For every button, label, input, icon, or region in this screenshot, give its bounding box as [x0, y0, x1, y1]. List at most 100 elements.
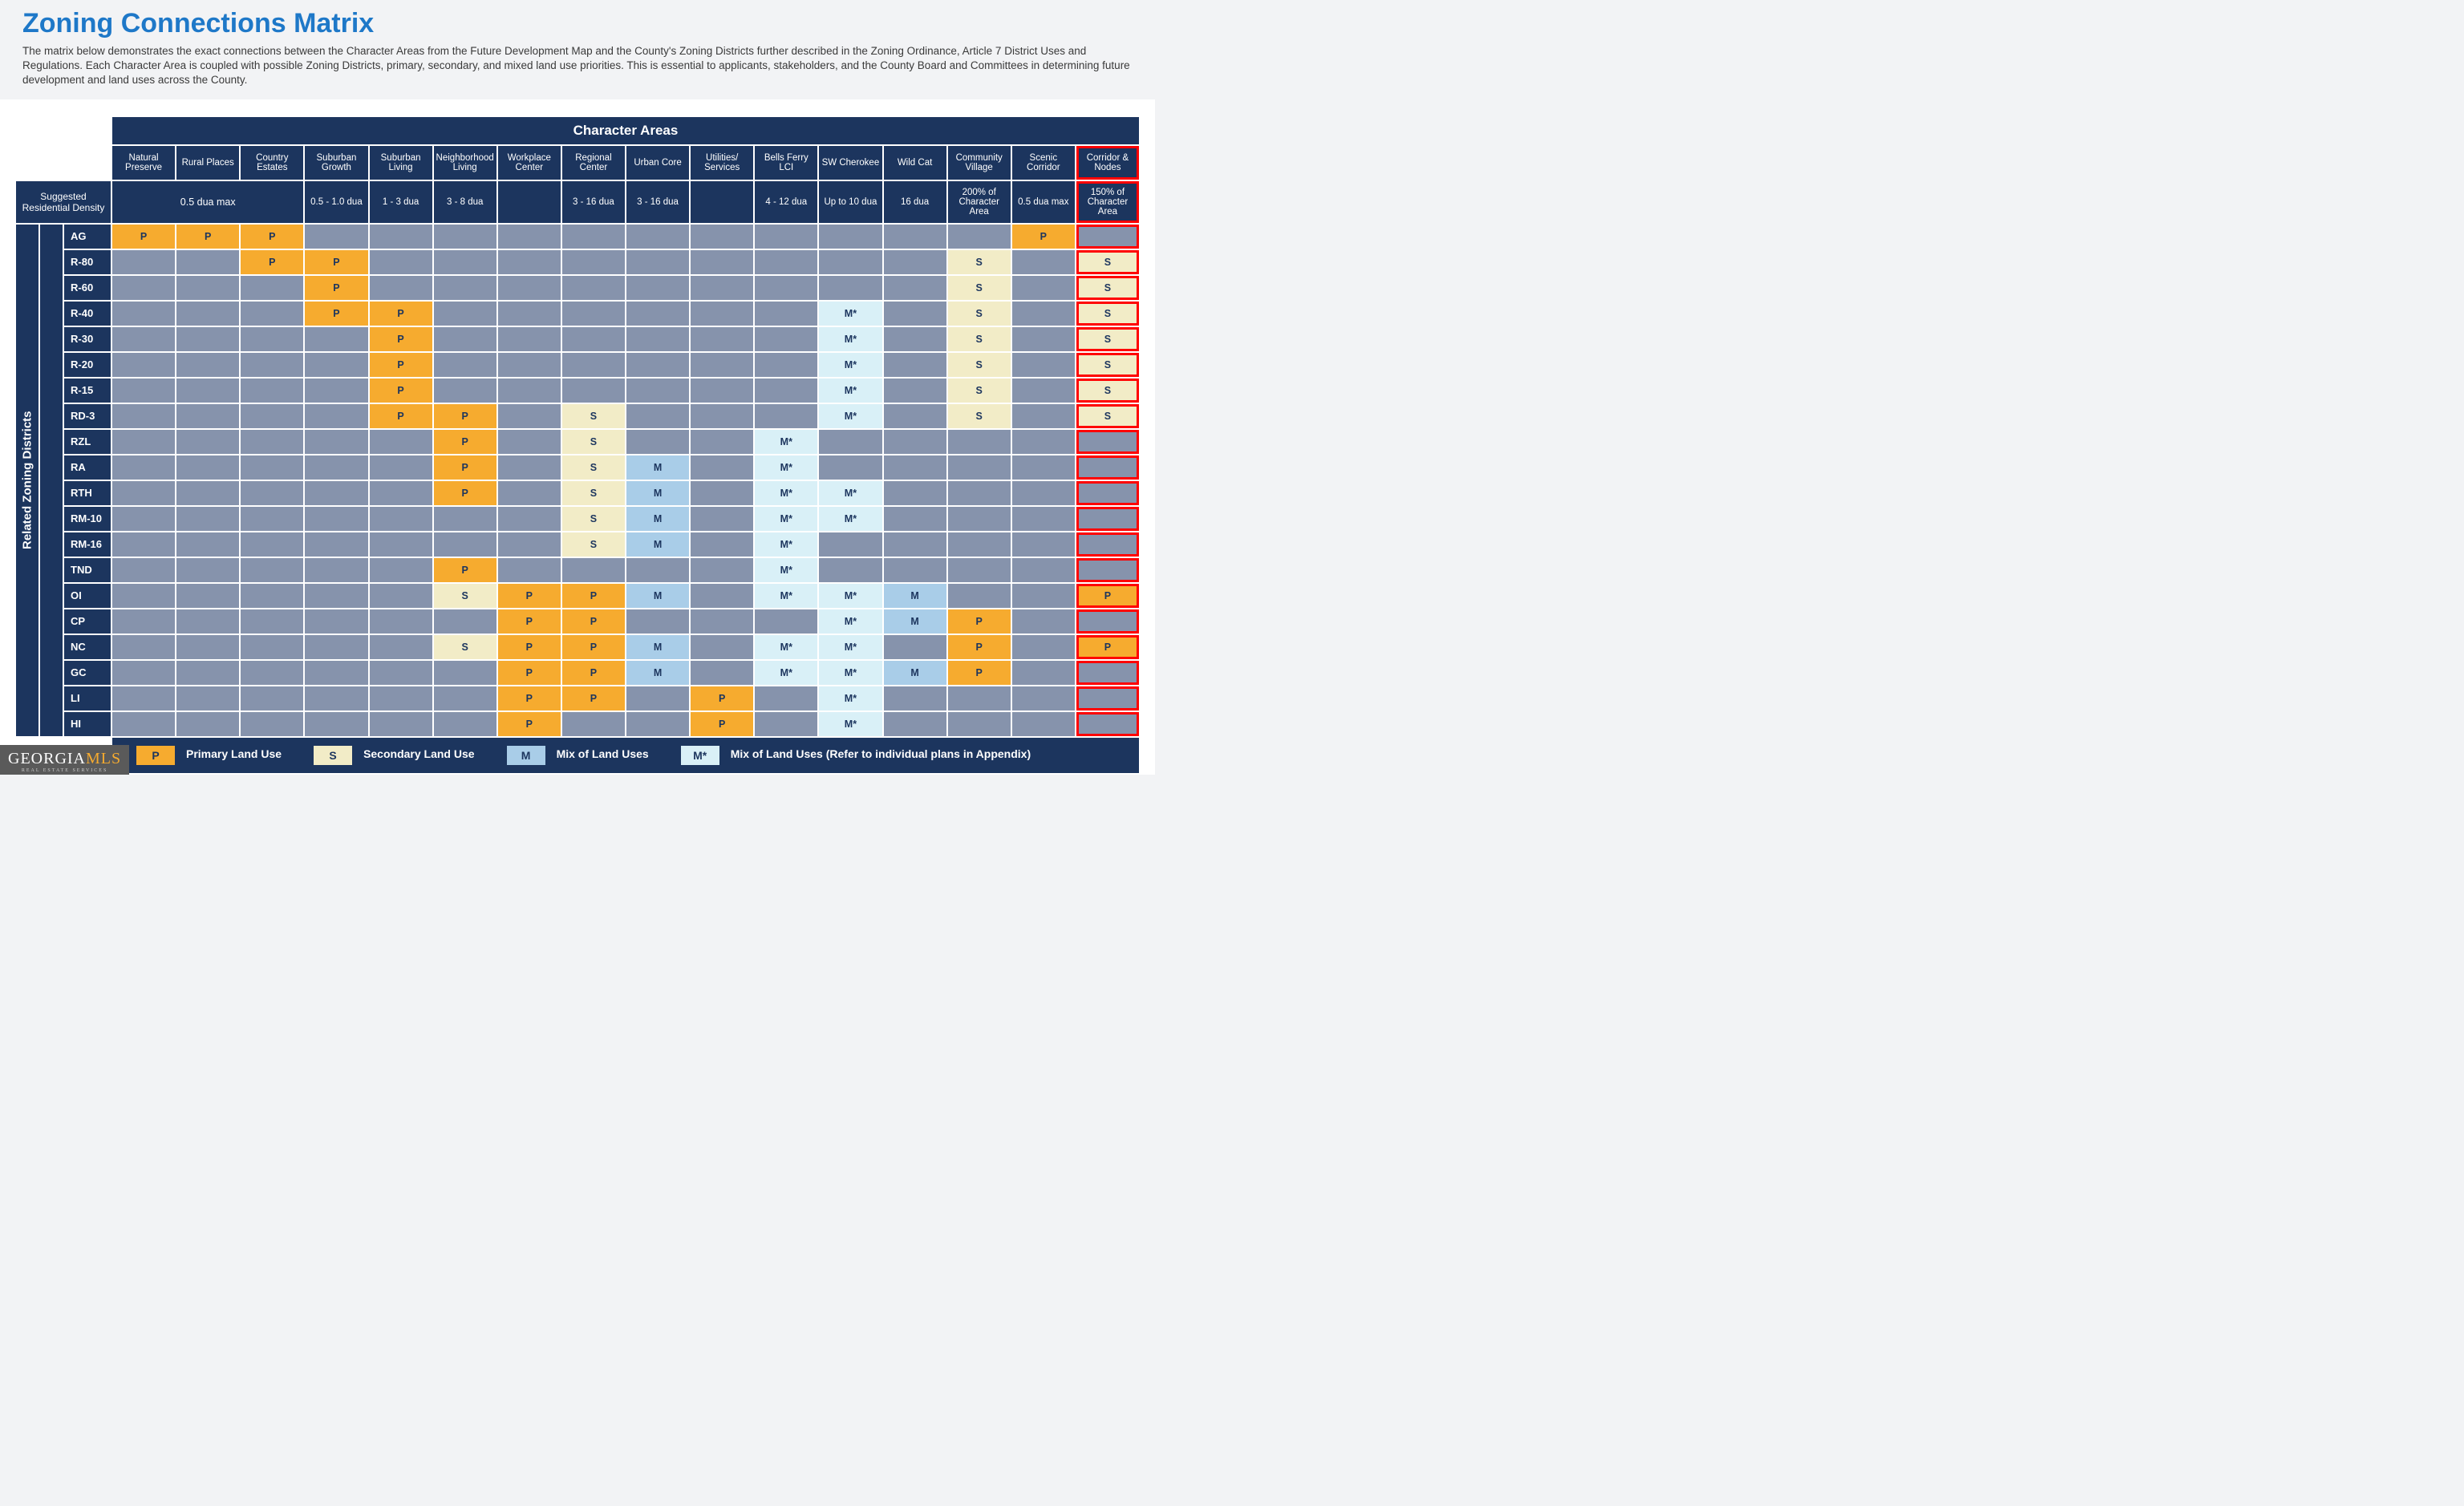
matrix-cell	[1076, 558, 1139, 582]
matrix-cell	[626, 379, 689, 403]
matrix-cell	[241, 276, 303, 300]
matrix-cell	[691, 225, 753, 249]
matrix-cell: M*	[819, 584, 881, 608]
matrix-cell	[241, 379, 303, 403]
zoning-district-label: RD-3	[64, 404, 111, 428]
matrix-cell	[241, 327, 303, 351]
matrix-cell	[498, 455, 561, 480]
matrix-cell	[626, 225, 689, 249]
matrix-cell: P	[498, 635, 561, 659]
legend-key: M	[507, 746, 545, 765]
matrix-cell	[241, 507, 303, 531]
matrix-cell	[884, 558, 946, 582]
zoning-district-label: R-60	[64, 276, 111, 300]
matrix-cell	[562, 250, 625, 274]
matrix-cell	[112, 455, 175, 480]
matrix-cell: S	[948, 250, 1011, 274]
matrix-cell	[370, 481, 432, 505]
density-value: 1 - 3 dua	[370, 181, 432, 223]
matrix-cell: S	[1076, 404, 1139, 428]
matrix-cell: S	[948, 379, 1011, 403]
matrix-cell: P	[370, 302, 432, 326]
matrix-cell	[498, 225, 561, 249]
matrix-cell	[1076, 609, 1139, 634]
zoning-district-label: GC	[64, 661, 111, 685]
matrix-cell	[112, 686, 175, 710]
matrix-cell	[112, 712, 175, 736]
matrix-cell: P	[498, 712, 561, 736]
matrix-cell: M*	[819, 302, 881, 326]
matrix-cell	[370, 584, 432, 608]
column-header: Regional Center	[562, 146, 625, 180]
matrix-cell	[626, 430, 689, 454]
matrix-cell: P	[1076, 635, 1139, 659]
matrix-cell: P	[562, 686, 625, 710]
matrix-cell	[691, 276, 753, 300]
matrix-cell	[1012, 430, 1075, 454]
matrix-cell	[370, 225, 432, 249]
matrix-cell	[1012, 302, 1075, 326]
matrix-cell: P	[370, 379, 432, 403]
matrix-cell: M*	[755, 455, 817, 480]
matrix-cell	[691, 327, 753, 351]
matrix-cell	[305, 353, 367, 377]
zoning-district-label: R-20	[64, 353, 111, 377]
matrix-cell	[112, 584, 175, 608]
matrix-cell	[1012, 635, 1075, 659]
matrix-cell	[112, 558, 175, 582]
matrix-cell	[884, 686, 946, 710]
matrix-cell: P	[241, 225, 303, 249]
matrix-cell	[1012, 327, 1075, 351]
matrix-cell	[948, 455, 1011, 480]
matrix-cell	[1012, 609, 1075, 634]
matrix-cell	[884, 404, 946, 428]
matrix-cell	[691, 507, 753, 531]
legend-label: Secondary Land Use	[363, 747, 475, 760]
matrix-cell	[241, 430, 303, 454]
matrix-cell: P	[370, 327, 432, 351]
matrix-cell	[884, 507, 946, 531]
matrix-cell	[305, 558, 367, 582]
matrix-cell	[305, 686, 367, 710]
matrix-cell	[755, 379, 817, 403]
matrix-cell	[498, 276, 561, 300]
matrix-cell	[112, 609, 175, 634]
matrix-cell: P	[370, 404, 432, 428]
column-header: Neighborhood Living	[434, 146, 496, 180]
matrix-cell	[755, 353, 817, 377]
matrix-cell	[370, 532, 432, 557]
matrix-cell	[562, 558, 625, 582]
matrix-cell: M*	[755, 584, 817, 608]
legend-label: Primary Land Use	[186, 747, 282, 760]
legend-key: S	[314, 746, 352, 765]
matrix-cell	[112, 353, 175, 377]
matrix-cell	[434, 327, 496, 351]
matrix-cell: S	[562, 507, 625, 531]
matrix-cell	[1076, 430, 1139, 454]
matrix-cell	[112, 635, 175, 659]
georgia-mls-logo: GEORGIAMLS REAL ESTATE SERVICES	[0, 745, 129, 775]
column-header: Country Estates	[241, 146, 303, 180]
column-header: SW Cherokee	[819, 146, 881, 180]
matrix-cell: M	[626, 507, 689, 531]
zoning-matrix-table: Character AreasNatural PreserveRural Pla…	[14, 115, 1141, 775]
matrix-cell	[1076, 225, 1139, 249]
matrix-cell	[626, 609, 689, 634]
matrix-cell	[434, 686, 496, 710]
matrix-cell	[691, 532, 753, 557]
matrix-cell	[1012, 404, 1075, 428]
matrix-cell: M	[626, 584, 689, 608]
matrix-cell	[691, 302, 753, 326]
matrix-cell	[434, 225, 496, 249]
density-value: 0.5 dua max	[112, 181, 303, 223]
matrix-cell	[305, 635, 367, 659]
page-title: Zoning Connections Matrix	[22, 8, 1133, 39]
matrix-cell	[755, 609, 817, 634]
matrix-cell: S	[1076, 250, 1139, 274]
matrix-cell	[370, 609, 432, 634]
matrix-cell	[498, 430, 561, 454]
matrix-cell	[819, 430, 881, 454]
matrix-cell	[176, 379, 239, 403]
matrix-cell	[112, 404, 175, 428]
matrix-cell	[176, 481, 239, 505]
